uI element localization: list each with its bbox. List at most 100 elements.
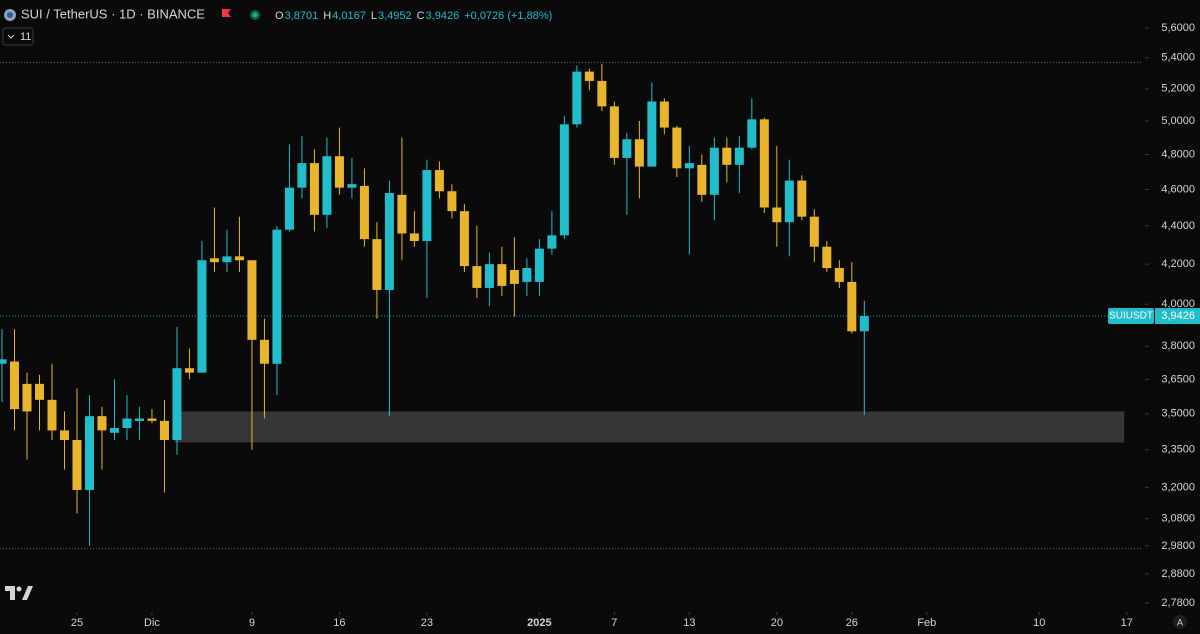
y-tick-label: 5,6000 bbox=[1161, 22, 1195, 34]
candle-body bbox=[734, 147, 744, 165]
candle-body bbox=[659, 101, 669, 128]
symbol-tag-label: SUIUSDT bbox=[1109, 311, 1153, 322]
candle-body bbox=[84, 416, 94, 490]
y-tick-label: 3,6500 bbox=[1161, 373, 1195, 385]
chevron bbox=[7, 34, 15, 39]
candle-body bbox=[0, 359, 7, 364]
candle-body bbox=[797, 180, 807, 217]
y-tick-label: 4,6000 bbox=[1161, 183, 1195, 195]
symbol-tag bbox=[1108, 308, 1154, 325]
candle-body bbox=[459, 211, 469, 267]
candle-body bbox=[534, 248, 544, 282]
candle-body bbox=[847, 281, 857, 332]
candle-body bbox=[247, 260, 257, 340]
indicator-box[interactable] bbox=[2, 27, 34, 46]
candle-body bbox=[822, 246, 832, 269]
y-tick-label: 4,0000 bbox=[1161, 298, 1195, 310]
candle-body bbox=[834, 268, 844, 282]
x-tick-label: 2025 bbox=[527, 617, 551, 629]
candle-body bbox=[697, 164, 707, 195]
y-tick-label: 2,7800 bbox=[1161, 597, 1195, 609]
candle-body bbox=[222, 256, 232, 263]
candle-body bbox=[22, 383, 32, 412]
ohlc-change: +0,0726 (+1,88%) bbox=[464, 10, 552, 22]
last-price-label: 3,9426 bbox=[1161, 310, 1195, 322]
ohlc-close: 3,9426 bbox=[426, 10, 460, 22]
candle-body bbox=[709, 147, 719, 195]
y-tick-label: 3,5000 bbox=[1161, 408, 1195, 420]
ohlc-open: 3,8701 bbox=[285, 10, 319, 22]
logo-part bbox=[5, 586, 15, 600]
x-tick-label: 17 bbox=[1121, 617, 1133, 629]
ohlc-high-label: H bbox=[323, 10, 331, 22]
flag-icon[interactable] bbox=[222, 9, 231, 17]
candle-body bbox=[609, 106, 619, 158]
y-tick-label: 2,8800 bbox=[1161, 568, 1195, 580]
ohlc-high: 4,0167 bbox=[332, 10, 366, 22]
symbol-title[interactable]: SUI / TetherUS · 1D · BINANCE bbox=[21, 6, 205, 21]
last-price-tag bbox=[1155, 308, 1200, 325]
y-tick-label: 4,8000 bbox=[1161, 148, 1195, 160]
candle-body bbox=[297, 163, 307, 188]
x-tick-label: 13 bbox=[683, 617, 695, 629]
candle-body bbox=[859, 316, 869, 332]
candle-body bbox=[434, 170, 444, 192]
ohlc-close-label: C bbox=[417, 10, 425, 22]
candle-body bbox=[684, 163, 694, 169]
x-tick-label: 7 bbox=[611, 617, 617, 629]
candle-body bbox=[122, 418, 132, 429]
x-tick-label: 26 bbox=[846, 617, 858, 629]
candle-body bbox=[347, 184, 357, 188]
candle-body bbox=[9, 361, 19, 410]
y-tick-label: 2,9800 bbox=[1161, 540, 1195, 552]
candle-body bbox=[397, 194, 407, 234]
support-zone bbox=[174, 411, 1125, 443]
candle-body bbox=[184, 368, 194, 373]
candle-body bbox=[59, 430, 69, 441]
candle-body bbox=[647, 101, 657, 167]
candle-body bbox=[772, 207, 782, 223]
candle-body bbox=[722, 147, 732, 165]
y-tick-label: 5,4000 bbox=[1161, 52, 1195, 64]
x-tick-label: Dic bbox=[144, 617, 160, 629]
y-tick-label: 3,3500 bbox=[1161, 444, 1195, 456]
y-tick-label: 4,2000 bbox=[1161, 258, 1195, 270]
tv-logo bbox=[5, 586, 33, 600]
candle-body bbox=[134, 418, 144, 421]
candle-body bbox=[422, 170, 432, 242]
candle-body bbox=[784, 180, 794, 223]
candle-body bbox=[172, 368, 182, 441]
candle-body bbox=[509, 270, 519, 284]
candle-body bbox=[359, 185, 369, 240]
status-dot-inner bbox=[252, 12, 258, 18]
x-tick-label: 16 bbox=[333, 617, 345, 629]
candle-body bbox=[809, 216, 819, 247]
candle-body bbox=[572, 71, 582, 125]
candle-body bbox=[622, 139, 632, 158]
candle-body bbox=[547, 235, 557, 249]
y-tick-label: 5,0000 bbox=[1161, 115, 1195, 127]
indicator-value: 11 bbox=[20, 31, 31, 43]
candle-body bbox=[234, 256, 244, 261]
candle-body bbox=[484, 264, 494, 288]
x-tick-label: 10 bbox=[1033, 617, 1045, 629]
candle-body bbox=[409, 233, 419, 242]
candle-body bbox=[472, 266, 482, 288]
candle-body bbox=[47, 399, 57, 431]
candle-body bbox=[672, 127, 682, 169]
candle-body bbox=[284, 187, 294, 230]
candle-body bbox=[584, 71, 594, 81]
ohlc-open-label: O bbox=[275, 10, 284, 22]
auto-button[interactable] bbox=[1173, 615, 1187, 629]
symbol-icon-inner bbox=[7, 12, 13, 18]
auto-label: A bbox=[1177, 617, 1183, 627]
candle-body bbox=[259, 339, 269, 364]
x-tick-label: 9 bbox=[249, 617, 255, 629]
ohlc-low: 3,4952 bbox=[378, 10, 412, 22]
x-tick-label: Feb bbox=[917, 617, 936, 629]
candle-body bbox=[497, 264, 507, 286]
logo-part bbox=[16, 586, 22, 592]
x-tick-label: 23 bbox=[421, 617, 433, 629]
